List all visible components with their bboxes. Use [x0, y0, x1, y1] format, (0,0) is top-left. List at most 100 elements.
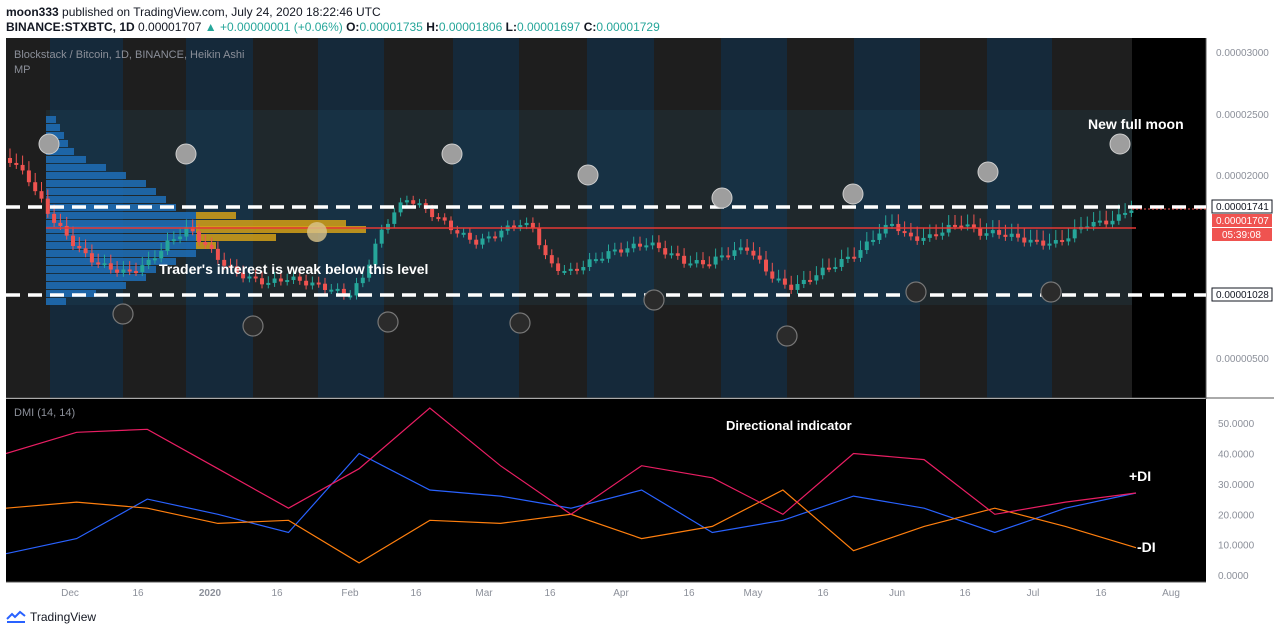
candle-body	[732, 250, 737, 256]
lower-price-label: 0.00001028	[1216, 290, 1269, 301]
dmi-y-tick: 50.0000	[1218, 419, 1255, 430]
dmi-y-tick: 10.0000	[1218, 541, 1255, 552]
dmi-lines	[6, 407, 1137, 564]
cycle-band	[519, 38, 587, 398]
candle-body	[927, 234, 932, 238]
candle-body	[1129, 210, 1134, 213]
candle-body	[323, 283, 327, 290]
candle-body	[719, 255, 724, 258]
candle-body	[417, 203, 422, 206]
candle-body	[1003, 234, 1008, 237]
moon-markers	[38, 133, 1131, 347]
x-tick: 16	[410, 588, 422, 599]
candle-body	[1060, 240, 1065, 243]
close-label: C:	[583, 20, 597, 34]
candle-body	[285, 280, 290, 283]
low-value: 0.00001697	[516, 20, 581, 34]
candle-body	[839, 259, 844, 267]
candle-body	[474, 239, 479, 245]
upper-price-tag	[1211, 199, 1273, 214]
candle-body	[631, 243, 636, 249]
candle-body	[524, 222, 529, 226]
full-moon-marker	[842, 183, 864, 205]
open-value: 0.00001735	[359, 20, 423, 34]
candle-body	[234, 266, 239, 273]
candle-body	[751, 250, 756, 256]
candle-body	[379, 229, 384, 244]
candle-body	[934, 234, 939, 237]
candle-body	[549, 255, 554, 264]
candle-body	[247, 276, 252, 279]
candle-body	[890, 223, 894, 226]
x-tick: Dec	[61, 588, 79, 599]
y-tick: 0.00000500	[1216, 354, 1269, 365]
volume-bar	[46, 298, 66, 305]
candle-body	[782, 278, 787, 285]
candle-body	[171, 239, 176, 242]
candle-body	[971, 224, 976, 229]
full-moon-marker	[977, 161, 999, 183]
new-moon-marker	[377, 311, 399, 333]
candle-body	[442, 217, 447, 221]
candle-body	[1028, 239, 1033, 243]
candle-body	[770, 271, 775, 279]
candle-body	[184, 227, 189, 237]
candle-body	[134, 271, 138, 274]
candle-body	[430, 209, 435, 218]
candle-body	[178, 236, 183, 240]
chart-area[interactable]: Blockstack / Bitcoin, 1D, BINANCE, Heiki…	[6, 38, 1274, 606]
brand-name[interactable]: TradingView	[30, 610, 97, 624]
candle-body	[222, 259, 227, 266]
candle-body	[190, 227, 195, 232]
candle-body	[556, 263, 561, 271]
candle-body	[713, 256, 718, 265]
high-value: 0.00001806	[438, 20, 503, 34]
candle-body	[102, 263, 107, 266]
candle-body	[316, 282, 321, 285]
volume-bar	[46, 188, 156, 195]
volume-bar	[46, 234, 196, 241]
dmi-label: Directional indicator	[726, 418, 852, 433]
candle-body	[833, 266, 838, 269]
candle-body	[310, 282, 315, 286]
candle-body	[795, 284, 800, 290]
author-name[interactable]: moon333	[6, 5, 59, 19]
x-tick: Jul	[1027, 588, 1040, 599]
volume-bar	[46, 250, 196, 257]
candle-body	[1041, 240, 1046, 246]
candle-body	[915, 236, 920, 241]
volume-bar	[196, 234, 276, 241]
volume-bar	[46, 212, 196, 219]
candle-body	[845, 256, 850, 260]
candle-body	[908, 232, 913, 237]
dmi-axis[interactable]	[1206, 399, 1274, 582]
candle-body	[883, 224, 888, 234]
volume-bar	[46, 226, 196, 233]
candle-body	[675, 253, 680, 256]
time-axis[interactable]	[6, 582, 1274, 602]
low-label: L:	[505, 20, 517, 34]
price-change: ▲ +0.00000001 (+0.06%)	[204, 20, 343, 34]
current-price-label: 0.00001707	[1216, 216, 1269, 227]
candle-body	[146, 259, 151, 266]
candle-body	[58, 222, 63, 226]
candle-body	[707, 264, 712, 267]
candle-body	[593, 259, 598, 262]
candle-body	[159, 251, 164, 259]
weak-interest-note: Trader's interest is weak below this lev…	[159, 261, 428, 277]
candle-body	[367, 264, 372, 278]
candle-body	[864, 241, 869, 251]
full-moon-marker	[577, 164, 599, 186]
candle-body	[820, 267, 825, 276]
candle-body	[1053, 240, 1058, 244]
cycle-band	[987, 38, 1052, 398]
candle-body	[990, 230, 995, 234]
volume-bar	[46, 266, 156, 273]
candle-body	[1047, 243, 1052, 246]
plus-di-label: +DI	[1129, 468, 1151, 484]
candle-body	[486, 236, 491, 239]
candle-body	[726, 255, 731, 258]
dmi-y-axis: 50.0000 40.0000 30.0000 20.0000 10.0000 0.000…	[1218, 419, 1255, 582]
candle-body	[354, 283, 359, 296]
candle-body	[902, 231, 907, 234]
